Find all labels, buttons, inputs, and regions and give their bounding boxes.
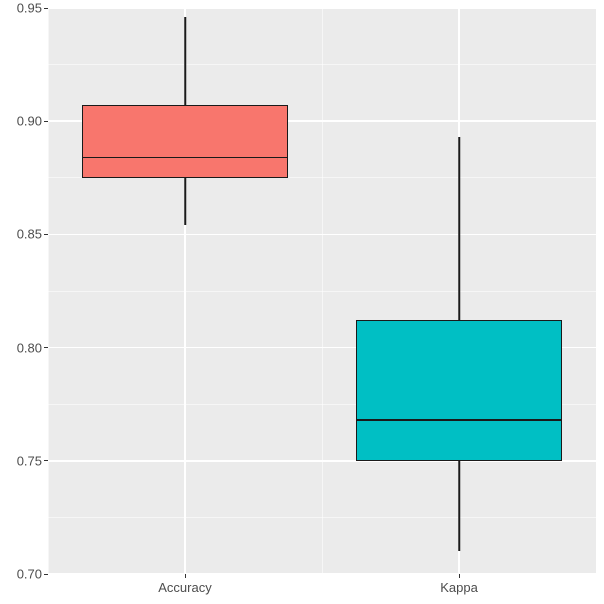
plot-area: 0.700.750.800.850.900.95AccuracyKappa xyxy=(48,8,596,574)
whisker-upper xyxy=(184,17,186,105)
median-line xyxy=(82,157,288,159)
whisker-lower xyxy=(458,461,460,552)
x-category-label: Kappa xyxy=(440,574,478,595)
box-kappa xyxy=(356,320,562,460)
box-accuracy xyxy=(82,105,288,177)
y-tick-label: 0.80 xyxy=(17,340,48,355)
x-grid-minor xyxy=(322,8,323,574)
x-grid-minor xyxy=(48,8,49,574)
y-tick-label: 0.95 xyxy=(17,1,48,16)
y-tick-label: 0.70 xyxy=(17,567,48,582)
median-line xyxy=(356,419,562,421)
y-tick-label: 0.75 xyxy=(17,453,48,468)
x-category-label: Accuracy xyxy=(158,574,211,595)
boxplot-chart: 0.70 0.75 0.80 0.85 0.90 0.95 Accuracy Kappa xyxy=(0,0,604,604)
y-tick-label: 0.90 xyxy=(17,114,48,129)
x-grid-minor xyxy=(596,8,597,574)
whisker-lower xyxy=(184,178,186,226)
whisker-upper xyxy=(458,137,460,320)
y-tick-label: 0.85 xyxy=(17,227,48,242)
